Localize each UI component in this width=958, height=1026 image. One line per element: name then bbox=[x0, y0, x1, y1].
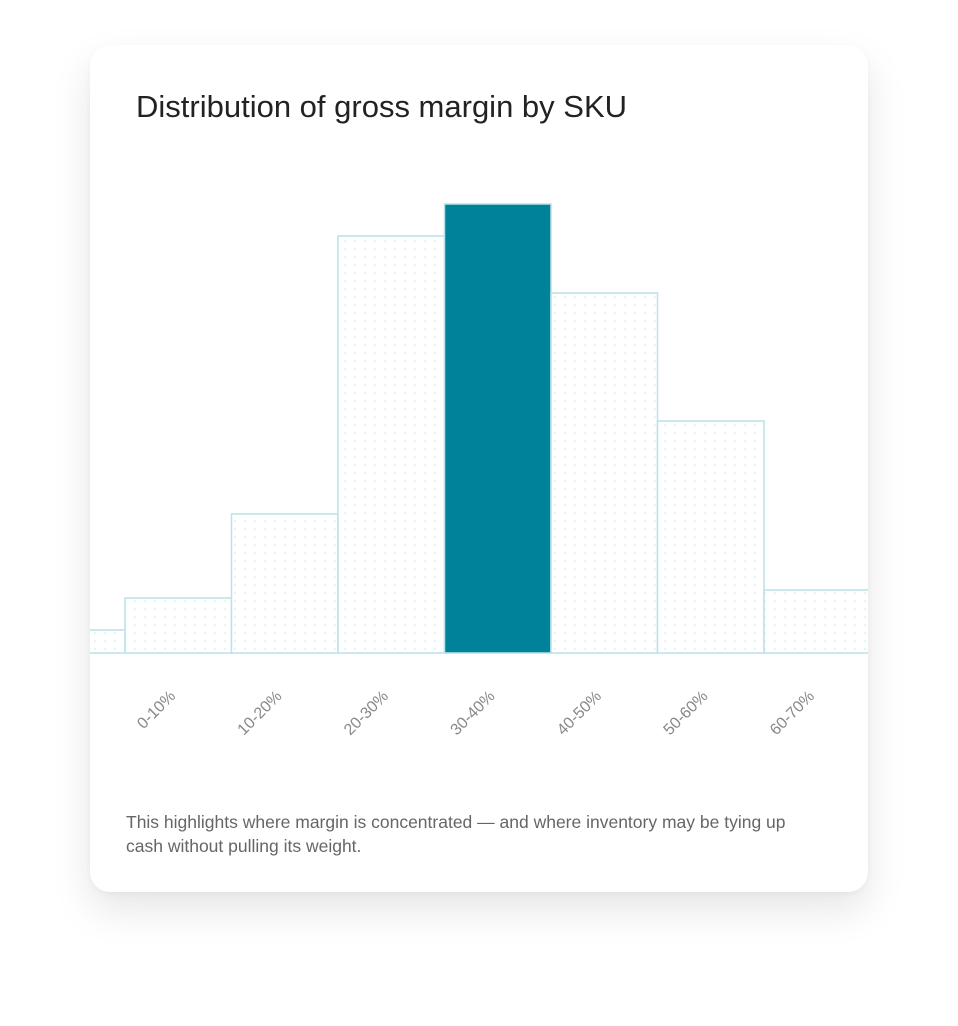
bar bbox=[337, 235, 446, 654]
x-tick-label: 50-60% bbox=[661, 688, 712, 739]
bar bbox=[90, 629, 126, 654]
chart-note: This highlights where margin is concentr… bbox=[126, 812, 786, 856]
bar bbox=[656, 420, 765, 654]
chart-title: Distribution of gross margin by SKU bbox=[136, 89, 628, 124]
x-tick-label: 20-30% bbox=[341, 688, 392, 739]
bar bbox=[124, 597, 233, 654]
chart: 0-10% 10-20% 20-30% 30-40% 40-50% 50-60% 60-70… bbox=[90, 203, 868, 739]
bar bbox=[550, 292, 659, 654]
x-tick-label: 10-20% bbox=[235, 688, 286, 739]
bar bbox=[230, 513, 339, 654]
x-tick-label: 60-70% bbox=[767, 688, 818, 739]
x-tick-label: 40-50% bbox=[554, 688, 605, 739]
bar bbox=[443, 203, 552, 654]
x-tick-label: 30-40% bbox=[448, 688, 499, 739]
x-tick-label: 0-10% bbox=[134, 688, 179, 733]
card: 0-10% 10-20% 20-30% 30-40% 40-50% 50-60% 60-70… bbox=[90, 45, 868, 892]
bar bbox=[763, 589, 868, 654]
